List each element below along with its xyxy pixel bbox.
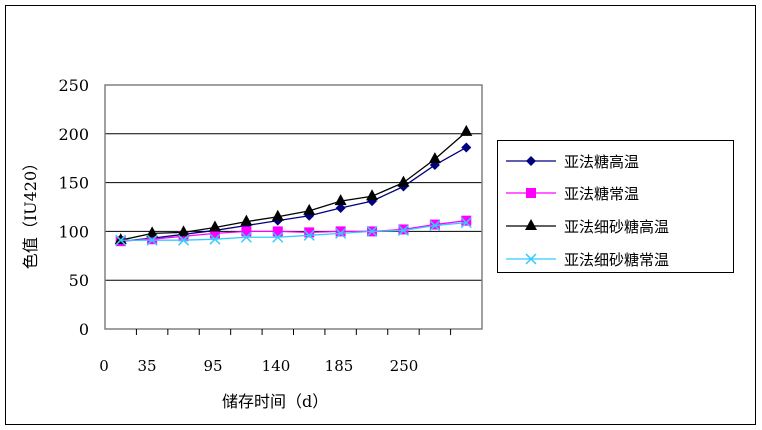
y-tick-label: 50	[69, 271, 89, 290]
data-point	[525, 219, 537, 230]
data-point	[272, 231, 284, 243]
data-point	[428, 152, 441, 164]
data-point	[208, 220, 221, 232]
data-point	[397, 175, 410, 187]
legend-label: 亚法糖常温	[564, 185, 640, 203]
data-point	[146, 234, 158, 246]
legend-marker	[506, 253, 556, 265]
plot-border	[104, 84, 483, 330]
legend-label: 亚法细砂糖高温	[564, 218, 670, 236]
y-tick-label: 0	[79, 320, 89, 339]
legend: 亚法糖高温 亚法糖常温 亚法细砂糖高温 亚法细砂糖常温	[497, 140, 734, 273]
data-point	[303, 229, 315, 241]
data-point	[366, 225, 378, 237]
data-point	[271, 209, 284, 221]
data-point	[525, 253, 537, 265]
x-tick-label: 185	[325, 357, 354, 375]
series-line	[120, 221, 467, 241]
data-point	[146, 226, 159, 238]
legend-item: 亚法糖高温	[498, 151, 733, 171]
y-tick-label: 250	[58, 76, 89, 95]
data-point	[461, 215, 472, 226]
chart-frame	[5, 5, 756, 425]
data-point	[177, 225, 190, 237]
data-point	[114, 233, 127, 245]
data-point	[335, 202, 346, 213]
series-line	[120, 220, 467, 242]
data-point	[461, 142, 472, 153]
data-point	[241, 226, 252, 237]
data-point	[460, 124, 473, 136]
data-point	[429, 220, 441, 232]
data-point	[460, 217, 472, 229]
data-point	[303, 203, 316, 215]
data-point	[115, 234, 127, 246]
legend-label: 亚法细砂糖常温	[564, 251, 670, 269]
legend-item: 亚法细砂糖高温	[498, 216, 733, 236]
x-tick-label: 250	[390, 357, 419, 375]
data-point	[240, 231, 252, 243]
data-point	[526, 188, 536, 198]
data-point	[366, 189, 379, 201]
data-point	[526, 156, 536, 166]
data-point	[178, 234, 190, 246]
x-tick-label: 95	[203, 357, 222, 375]
legend-marker	[506, 219, 556, 230]
data-point	[272, 226, 283, 237]
x-tick-label: 35	[137, 357, 156, 375]
legend-item: 亚法细砂糖常温	[498, 249, 733, 269]
x-tick-label: 140	[262, 357, 291, 375]
series-diamond	[115, 142, 472, 247]
data-point	[335, 226, 346, 237]
series-line	[120, 131, 467, 241]
series-triangle	[114, 124, 473, 245]
x-axis-label: 储存时间（d）	[222, 392, 329, 411]
y-tick-label: 200	[58, 125, 89, 144]
x-tick-label: 0	[99, 357, 109, 375]
y-tick-label: 150	[58, 174, 89, 193]
y-tick-label: 100	[58, 222, 89, 241]
legend-item: 亚法糖常温	[498, 183, 733, 203]
data-point	[240, 214, 253, 226]
legend-label: 亚法糖高温	[564, 153, 640, 171]
data-point	[334, 194, 347, 206]
data-point	[304, 227, 315, 238]
data-point	[335, 227, 347, 239]
y-axis-label: 色值（IU420）	[21, 154, 40, 270]
legend-marker	[506, 188, 556, 198]
data-point	[209, 233, 221, 245]
data-point	[209, 228, 220, 239]
data-point	[397, 224, 409, 236]
series-x	[115, 217, 472, 246]
legend-marker	[506, 156, 556, 166]
